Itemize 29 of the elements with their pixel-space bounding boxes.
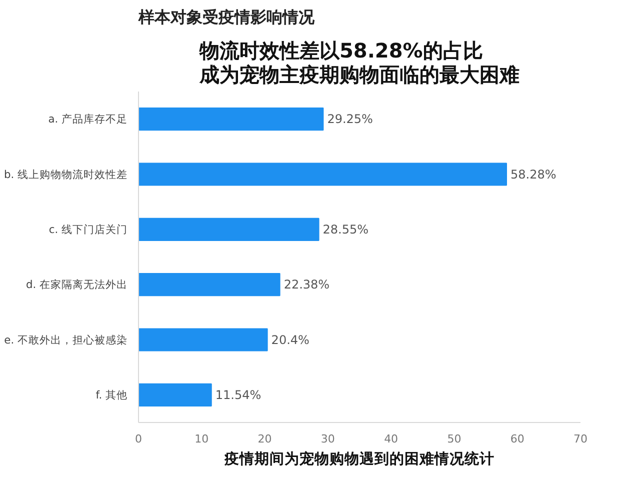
bar [138,108,324,131]
x-tick-label: 40 [384,432,398,446]
chart-subtitle: 物流时效性差以58.28%的占比成为宠物主疫期购物面临的最大困难 [198,38,520,86]
data-label: 20.4% [271,332,310,347]
bar [138,273,280,296]
x-tick-label: 30 [320,432,335,446]
bar [138,328,268,352]
x-tick-label: 70 [574,432,588,446]
x-tick-label: 20 [258,432,272,446]
x-tick-label: 60 [510,432,524,446]
y-tick-label: f. 其他 [96,388,128,402]
y-tick-label: b. 线上购物物流时效性差 [4,168,128,181]
y-tick-label: a. 产品库存不足 [48,112,128,126]
data-label: 29.25% [327,112,373,126]
x-tick-label: 0 [135,432,142,446]
data-label: 11.54% [215,388,262,402]
bar [138,218,320,241]
x-axis-title: 疫情期间为宠物购物遇到的困难情况统计 [224,450,494,468]
y-tick-label: d. 在家隔离无法外出 [26,278,128,292]
bar [138,162,507,186]
chart-title: 样本对象受疫情影响情况 [138,8,316,26]
x-tick-label: 10 [194,432,209,446]
data-label: 58.28% [510,167,556,182]
y-tick-label: e. 不敢外出，担心被感染 [4,333,128,346]
data-label: 22.38% [284,278,330,292]
bar [138,383,212,406]
data-label: 28.55% [322,222,369,236]
y-tick-label: c. 线下门店关门 [48,222,128,236]
x-tick-label: 50 [447,432,462,446]
